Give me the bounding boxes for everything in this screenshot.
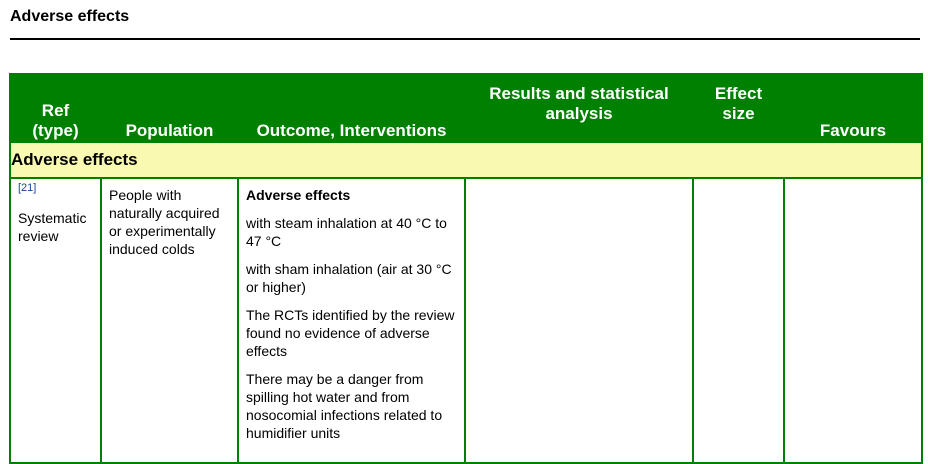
evidence-table: Ref (type) Population Outcome, Intervent… <box>9 73 923 464</box>
effect-header-line2: size <box>722 104 755 123</box>
population-header-label: Population <box>125 121 214 140</box>
results-cell <box>464 177 694 464</box>
outcome-cell: Adverse effects with steam inhalation at… <box>237 177 466 464</box>
column-header-population: Population <box>100 73 239 143</box>
favours-cell <box>783 177 923 464</box>
column-header-outcome: Outcome, Interventions <box>237 73 466 143</box>
effect-header-line1: Effect <box>714 84 763 103</box>
outcome-item: with sham inhalation (air at 30 °C or hi… <box>246 261 452 295</box>
section-label: Adverse effects <box>9 141 923 179</box>
column-header-ref: Ref (type) <box>9 73 102 143</box>
column-header-effect-size: Effect size <box>692 73 785 143</box>
title-divider <box>10 38 920 40</box>
ref-type: Systematic review <box>18 210 87 244</box>
population-cell: People with naturally acquired or experi… <box>100 177 239 464</box>
header-row: Ref (type) Population Outcome, Intervent… <box>9 73 923 143</box>
table-row: [21] Systematic review People with natur… <box>9 177 923 464</box>
effect-size-cell <box>692 177 785 464</box>
outcome-item: There may be a danger from spilling hot … <box>246 371 443 441</box>
outcome-item: with steam inhalation at 40 °C to 47 °C <box>246 215 447 249</box>
favours-header-label: Favours <box>819 121 887 140</box>
ref-header-line2: (type) <box>32 121 79 140</box>
ref-cell: [21] Systematic review <box>9 177 102 464</box>
page-title: Adverse effects <box>10 8 130 25</box>
results-header-line2: analysis <box>545 104 613 123</box>
reference-link[interactable]: [21] <box>18 182 37 194</box>
outcome-item: The RCTs identified by the review found … <box>246 307 455 359</box>
results-header-line1: Results and statistical <box>489 84 669 103</box>
outcome-header-label: Outcome, Interventions <box>256 121 447 140</box>
column-header-favours: Favours <box>783 73 923 143</box>
ref-header-line1: Ref <box>41 101 70 120</box>
outcome-heading: Adverse effects <box>246 187 351 203</box>
section-row: Adverse effects <box>9 141 923 179</box>
column-header-results: Results and statistical analysis <box>464 73 694 143</box>
